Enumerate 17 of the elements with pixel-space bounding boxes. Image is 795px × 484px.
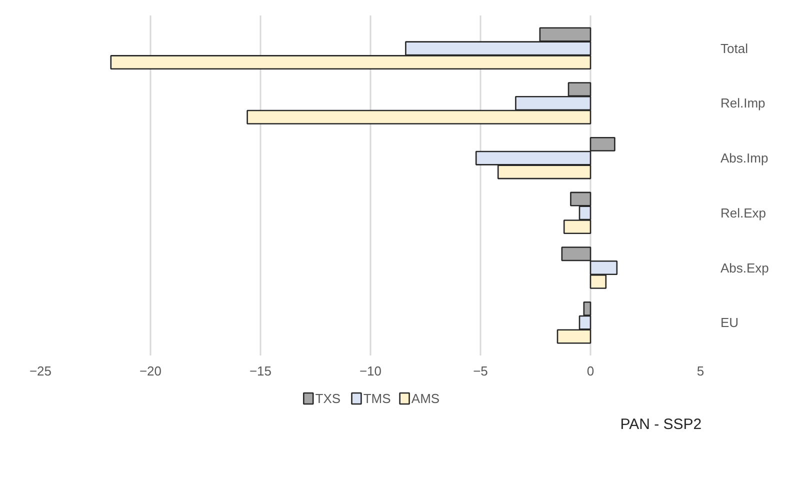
x-tick-label: 0 (586, 364, 594, 378)
legend-label: TMS (363, 391, 392, 406)
y-tick-label: Total (720, 40, 748, 56)
x-tick-label: −5 (473, 364, 488, 378)
legend-label: AMS (411, 391, 440, 406)
y-tick-label: Abs.Imp (720, 150, 768, 166)
x-tick-label: −15 (249, 364, 272, 378)
legend-label: TXS (315, 391, 341, 406)
text: PAN - SSP2 (620, 416, 702, 433)
y-tick-label: Abs.Exp (720, 260, 769, 276)
y-tick-label: Rel.Imp (720, 96, 766, 111)
x-tick-label: 5 (696, 364, 704, 378)
y-tick-label: Rel.Exp (720, 205, 766, 220)
x-tick-label: −20 (139, 364, 162, 378)
x-tick-label: −25 (29, 364, 52, 378)
x-tick-label: −10 (359, 364, 382, 378)
y-tick-label: EU (720, 315, 739, 330)
